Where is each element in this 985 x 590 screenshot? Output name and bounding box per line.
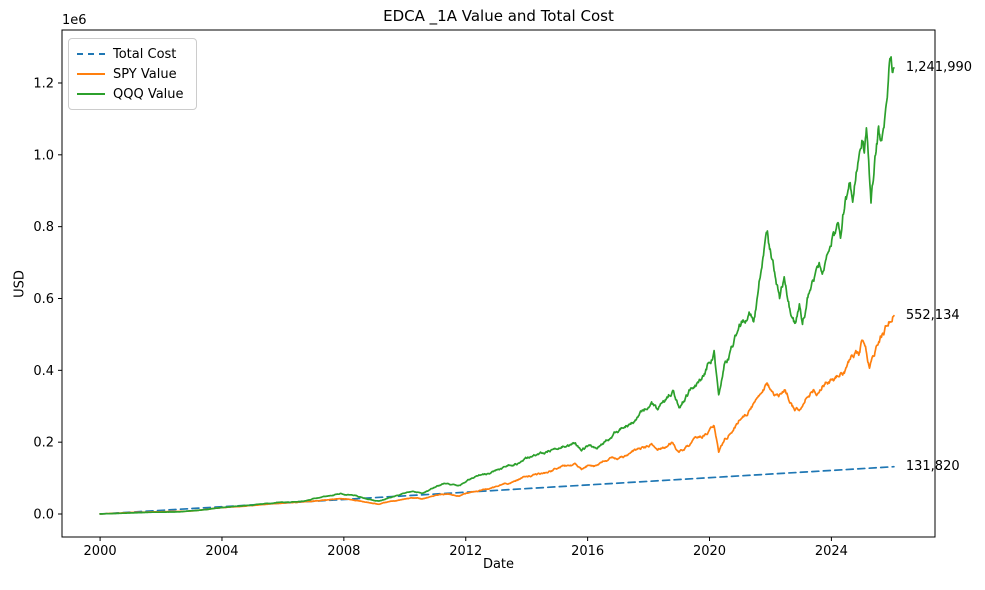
y-tick-label: 0.2: [33, 436, 54, 451]
annotation-spy-end-value: 552,134: [905, 307, 960, 323]
series-line-qqq-value: [99, 56, 895, 515]
legend-item-total-cost: Total Cost: [77, 46, 184, 62]
legend-label: Total Cost: [113, 46, 177, 62]
annotation-cost-end-value: 131,820: [905, 458, 960, 474]
annotation-qqq-end-value: 1,241,990: [905, 59, 973, 75]
y-tick-label: 0.8: [33, 220, 54, 235]
y-tick-label: 0.0: [33, 508, 54, 523]
legend-label: QQQ Value: [113, 86, 184, 102]
x-tick-label: 2004: [205, 544, 238, 559]
legend-label: SPY Value: [113, 66, 177, 82]
x-tick-label: 2000: [84, 544, 117, 559]
y-tick-label: 0.6: [33, 292, 54, 307]
x-tick-label: 2012: [449, 544, 482, 559]
y-tick-label: 0.4: [33, 364, 54, 379]
series-line-spy-value: [99, 314, 895, 515]
y-axis-label: USD: [12, 270, 28, 298]
x-tick-label: 2008: [327, 544, 360, 559]
y-tick-label: 1.2: [33, 76, 54, 91]
legend-line-sample-spy-value: [77, 73, 105, 75]
legend-line-sample-total-cost: [77, 53, 105, 55]
x-axis-label: Date: [482, 557, 515, 572]
legend-item-spy-value: SPY Value: [77, 66, 184, 82]
plot-spines: [61, 29, 936, 538]
y-tick-label: 1.0: [33, 148, 54, 163]
series-line-total-cost: [99, 465, 895, 515]
legend-box: Total Cost SPY Value QQQ Value: [68, 38, 197, 110]
legend-item-qqq-value: QQQ Value: [77, 86, 184, 102]
x-tick-label: 2020: [693, 544, 726, 559]
y-axis-offset-text: 1e6: [62, 13, 87, 28]
chart-title: EDCA _1A Value and Total Cost: [383, 7, 614, 25]
legend-line-sample-qqq-value: [77, 93, 105, 95]
x-tick-label: 2024: [815, 544, 848, 559]
x-tick-label: 2016: [571, 544, 604, 559]
